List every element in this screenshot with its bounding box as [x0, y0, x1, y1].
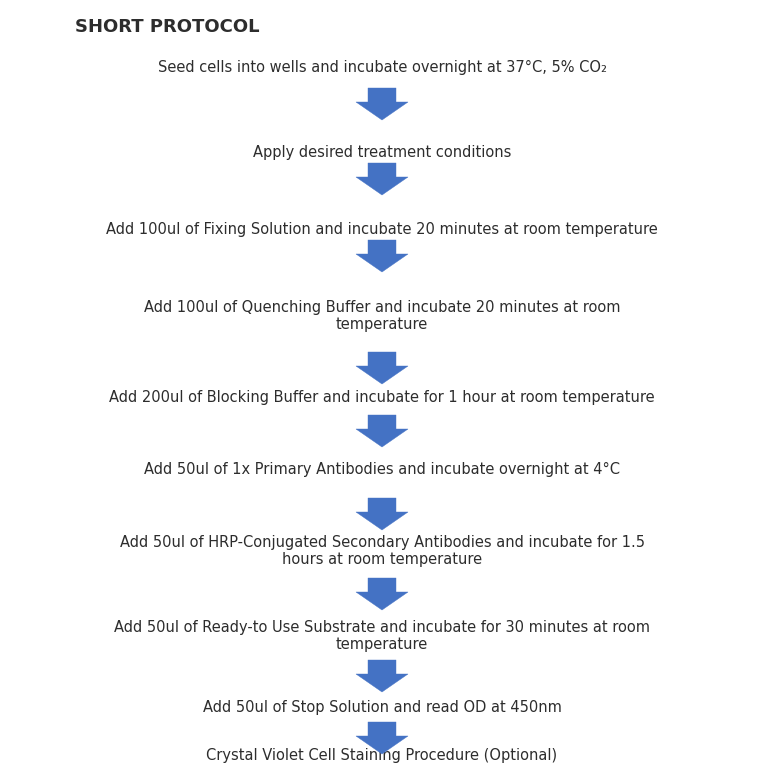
Polygon shape: [356, 722, 408, 754]
Polygon shape: [356, 240, 408, 272]
Text: Add 50ul of 1x Primary Antibodies and incubate overnight at 4°C: Add 50ul of 1x Primary Antibodies and in…: [144, 462, 620, 477]
Text: Add 200ul of Blocking Buffer and incubate for 1 hour at room temperature: Add 200ul of Blocking Buffer and incubat…: [109, 390, 655, 405]
Polygon shape: [356, 352, 408, 384]
Text: SHORT PROTOCOL: SHORT PROTOCOL: [75, 18, 260, 36]
Polygon shape: [356, 163, 408, 195]
Text: Apply desired treatment conditions: Apply desired treatment conditions: [253, 145, 511, 160]
Text: Seed cells into wells and incubate overnight at 37°C, 5% CO₂: Seed cells into wells and incubate overn…: [157, 60, 607, 75]
Polygon shape: [356, 660, 408, 692]
Text: Crystal Violet Cell Staining Procedure (Optional): Crystal Violet Cell Staining Procedure (…: [206, 748, 558, 763]
Polygon shape: [356, 578, 408, 610]
Polygon shape: [356, 498, 408, 530]
Text: Add 50ul of Ready-to Use Substrate and incubate for 30 minutes at room
temperatu: Add 50ul of Ready-to Use Substrate and i…: [114, 620, 650, 652]
Text: Add 50ul of HRP-Conjugated Secondary Antibodies and incubate for 1.5
hours at ro: Add 50ul of HRP-Conjugated Secondary Ant…: [119, 535, 645, 568]
Text: Add 100ul of Quenching Buffer and incubate 20 minutes at room
temperature: Add 100ul of Quenching Buffer and incuba…: [144, 300, 620, 332]
Text: Add 50ul of Stop Solution and read OD at 450nm: Add 50ul of Stop Solution and read OD at…: [202, 700, 562, 715]
Polygon shape: [356, 415, 408, 447]
Polygon shape: [356, 88, 408, 120]
Text: Add 100ul of Fixing Solution and incubate 20 minutes at room temperature: Add 100ul of Fixing Solution and incubat…: [106, 222, 658, 237]
